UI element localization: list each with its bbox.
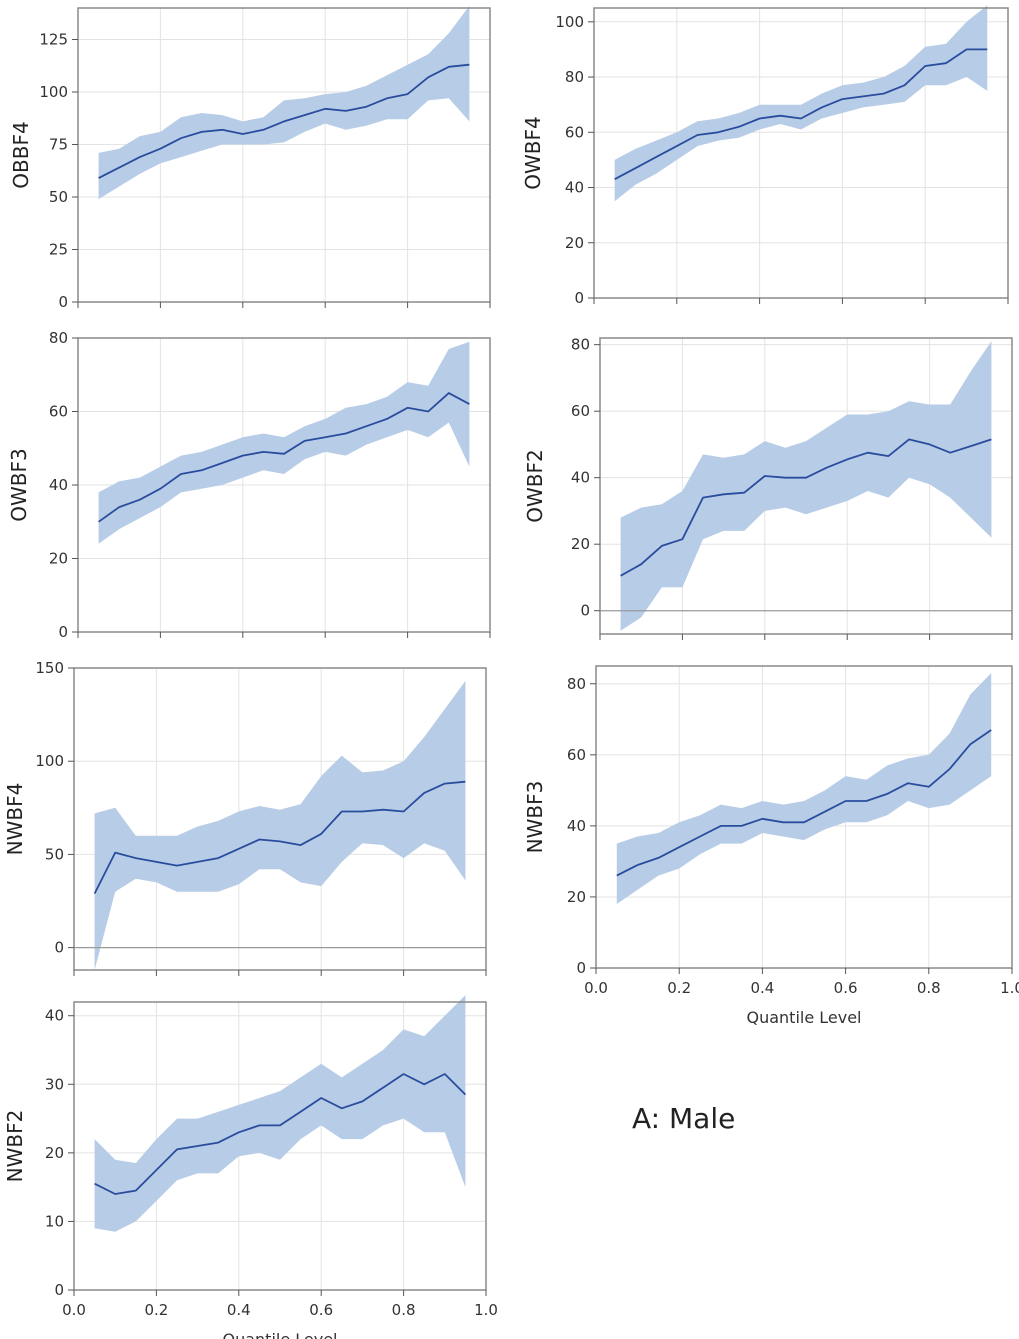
chart-owbf3: 0 20 40 60 80 OWBF3 bbox=[7, 329, 491, 641]
y-tick-label: 50 bbox=[49, 188, 68, 206]
plot-frame bbox=[73, 667, 487, 971]
y-tick-label: 20 bbox=[565, 234, 584, 252]
x-axis-label: Quantile Level bbox=[222, 1330, 337, 1339]
x-tick-label: 0.0 bbox=[62, 1301, 86, 1319]
plot-frame bbox=[77, 7, 491, 303]
y-tick-label: 80 bbox=[571, 336, 590, 354]
y-axis-label: OBBF4 bbox=[9, 121, 33, 188]
y-tick-label: 40 bbox=[571, 469, 590, 487]
panel-label: A: Male bbox=[632, 1102, 736, 1135]
y-tick-label: 30 bbox=[45, 1075, 64, 1093]
y-tick-label: 60 bbox=[565, 123, 584, 141]
x-tick-label: 0.2 bbox=[144, 1301, 168, 1319]
y-tick-label: 60 bbox=[49, 403, 68, 421]
estimate-line bbox=[620, 438, 992, 577]
y-tick-label: 0 bbox=[58, 293, 68, 311]
confidence-band bbox=[616, 673, 992, 904]
y-tick-label: 40 bbox=[567, 817, 586, 835]
y-tick-label: 40 bbox=[49, 476, 68, 494]
y-axis-label: OWBF4 bbox=[521, 116, 545, 189]
confidence-band bbox=[94, 681, 466, 970]
estimate-line bbox=[98, 392, 470, 523]
y-tick-label: 75 bbox=[49, 136, 68, 154]
y-tick-label: 60 bbox=[567, 746, 586, 764]
confidence-band bbox=[98, 341, 470, 544]
plot-frame bbox=[595, 665, 1013, 969]
y-tick-label: 80 bbox=[49, 329, 68, 347]
y-tick-label: 25 bbox=[49, 241, 68, 259]
y-tick-label: 100 bbox=[555, 13, 584, 31]
x-tick-label: 0.6 bbox=[309, 1301, 333, 1319]
y-tick-label: 40 bbox=[45, 1007, 64, 1025]
x-tick-label: 0.6 bbox=[834, 979, 858, 997]
y-tick-label: 80 bbox=[565, 68, 584, 86]
x-tick-label: 0.4 bbox=[227, 1301, 251, 1319]
x-axis-label: Quantile Level bbox=[746, 1008, 861, 1027]
estimate-line bbox=[93, 780, 466, 895]
x-tick-label: 0.8 bbox=[917, 979, 941, 997]
x-tick-label: 0.0 bbox=[584, 979, 608, 997]
confidence-band bbox=[94, 995, 466, 1232]
estimate-line bbox=[98, 63, 470, 179]
y-tick-label: 0 bbox=[576, 959, 586, 977]
y-tick-label: 100 bbox=[35, 752, 64, 770]
chart-owbf4: 0 20 40 60 80 100 OWBF4 bbox=[521, 5, 1009, 307]
confidence-band bbox=[98, 5, 470, 200]
y-tick-label: 20 bbox=[45, 1144, 64, 1162]
y-tick-label: 40 bbox=[565, 179, 584, 197]
chart-owbf2: 0 20 40 60 80 OWBF2 bbox=[523, 336, 1013, 640]
y-axis-label: NWBF2 bbox=[3, 1110, 27, 1183]
confidence-band bbox=[620, 341, 992, 631]
chart-nwbf3: 0 20 40 60 80 0.0 0.2 0.4 0.6 0.8 1.0 NWBF3 Quantile… bbox=[523, 665, 1019, 1027]
y-tick-label: 125 bbox=[39, 31, 68, 49]
plot-frame bbox=[599, 337, 1013, 635]
x-tick-label: 0.2 bbox=[667, 979, 691, 997]
y-tick-label: 0 bbox=[58, 623, 68, 641]
estimate-line bbox=[614, 48, 988, 180]
y-tick-label: 80 bbox=[567, 675, 586, 693]
y-tick-label: 150 bbox=[35, 659, 64, 677]
y-tick-label: 50 bbox=[45, 845, 64, 863]
x-tick-label: 0.8 bbox=[392, 1301, 416, 1319]
y-tick-label: 0 bbox=[54, 939, 64, 957]
y-tick-label: 20 bbox=[567, 888, 586, 906]
y-axis-label: NWBF4 bbox=[3, 783, 27, 856]
chart-nwbf2: 0 10 20 30 40 0.0 0.2 0.4 0.6 0.8 1.0 NWBF2 Quantile… bbox=[3, 995, 498, 1339]
estimate-line bbox=[616, 729, 992, 877]
x-tick-label: 1.0 bbox=[474, 1301, 498, 1319]
y-tick-label: 0 bbox=[580, 602, 590, 620]
x-tick-label: 0.4 bbox=[750, 979, 774, 997]
y-tick-label: 0 bbox=[54, 1281, 64, 1299]
y-axis-label: OWBF3 bbox=[7, 448, 31, 521]
y-tick-label: 20 bbox=[49, 550, 68, 568]
y-tick-label: 20 bbox=[571, 535, 590, 553]
y-axis-label: NWBF3 bbox=[523, 781, 547, 854]
chart-obbf4: 0 25 50 75 100 125 OBBF4 bbox=[9, 5, 491, 311]
estimate-line bbox=[94, 1073, 467, 1195]
plot-frame bbox=[73, 1001, 487, 1291]
y-axis-label: OWBF2 bbox=[523, 449, 547, 522]
y-tick-label: 100 bbox=[39, 83, 68, 101]
y-tick-label: 10 bbox=[45, 1212, 64, 1230]
plot-frame bbox=[593, 7, 1009, 299]
chart-nwbf4: 0 50 100 150 NWBF4 bbox=[3, 659, 487, 976]
y-tick-label: 0 bbox=[574, 289, 584, 307]
x-tick-label: 1.0 bbox=[1000, 979, 1019, 997]
y-tick-label: 60 bbox=[571, 402, 590, 420]
